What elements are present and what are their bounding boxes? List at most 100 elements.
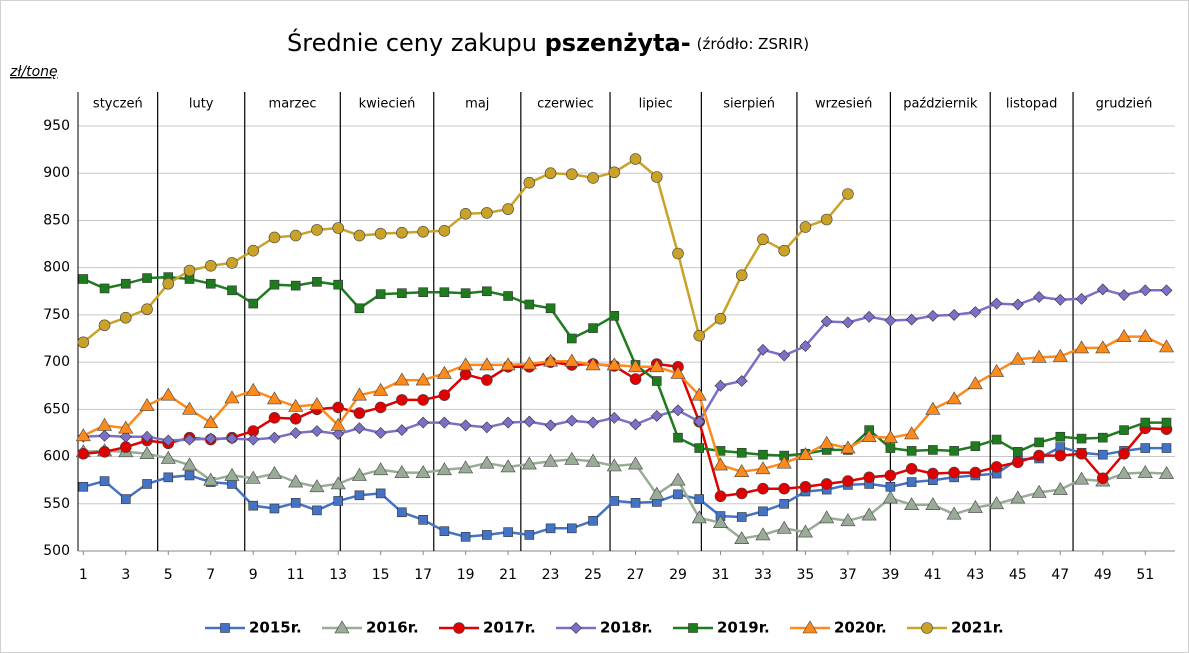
marker — [290, 498, 301, 508]
marker — [481, 207, 493, 219]
marker — [436, 462, 452, 476]
marker — [1161, 443, 1172, 453]
legend-label: 2018r. — [600, 619, 653, 637]
marker — [1158, 465, 1175, 479]
marker — [373, 382, 389, 396]
marker — [97, 417, 113, 431]
marker — [227, 285, 237, 296]
marker — [289, 427, 302, 439]
marker — [926, 309, 939, 322]
month-label: luty — [189, 97, 214, 112]
marker — [332, 222, 344, 234]
marker — [245, 470, 261, 484]
marker — [482, 286, 492, 297]
marker — [628, 456, 644, 470]
marker — [1076, 433, 1087, 444]
marker — [588, 323, 598, 333]
marker — [608, 411, 621, 424]
marker — [714, 379, 727, 392]
marker — [1116, 465, 1132, 479]
marker — [946, 391, 962, 405]
marker — [588, 515, 598, 526]
marker — [99, 283, 110, 294]
marker — [989, 496, 1005, 510]
marker — [205, 278, 216, 289]
marker — [500, 459, 516, 473]
x-tick-label: 39 — [881, 567, 899, 583]
marker — [905, 463, 918, 475]
x-tick-label: 1 — [79, 567, 88, 583]
marker — [776, 520, 792, 534]
marker — [119, 311, 132, 324]
y-tick-label: 550 — [43, 496, 70, 512]
x-tick-label: 17 — [414, 567, 432, 583]
marker — [312, 277, 322, 287]
marker — [712, 457, 729, 471]
marker — [1074, 471, 1090, 485]
marker — [884, 469, 897, 482]
y-tick-label: 800 — [43, 260, 70, 276]
marker — [481, 374, 493, 386]
marker — [500, 357, 516, 371]
x-tick-label: 37 — [839, 567, 857, 583]
marker — [587, 172, 599, 184]
marker — [203, 472, 219, 486]
marker — [502, 416, 515, 429]
marker — [606, 458, 622, 472]
marker — [139, 397, 155, 411]
marker — [991, 434, 1002, 445]
marker — [183, 433, 196, 446]
marker — [119, 441, 132, 453]
marker — [415, 465, 431, 478]
marker — [904, 426, 920, 440]
marker — [735, 269, 748, 282]
marker — [245, 382, 261, 396]
marker — [691, 387, 707, 401]
month-label: maj — [465, 97, 489, 112]
marker — [204, 432, 217, 445]
marker — [989, 363, 1005, 377]
marker — [460, 532, 471, 542]
marker — [758, 449, 768, 460]
y-tick-label: 500 — [43, 543, 70, 559]
marker — [521, 456, 537, 470]
marker — [778, 244, 791, 257]
x-tick-label: 25 — [584, 567, 602, 583]
marker — [247, 244, 260, 257]
marker — [799, 221, 812, 233]
marker — [248, 298, 259, 309]
marker — [544, 419, 557, 432]
y-tick-label: 900 — [43, 165, 70, 181]
x-tick-label: 41 — [924, 567, 942, 583]
marker — [523, 415, 536, 428]
marker — [120, 278, 131, 289]
marker — [649, 359, 665, 373]
marker — [351, 467, 367, 481]
marker — [268, 231, 281, 244]
marker — [524, 530, 535, 540]
marker — [523, 176, 536, 189]
marker — [842, 475, 854, 487]
x-tick-label: 5 — [164, 567, 173, 583]
marker — [906, 446, 917, 456]
marker — [714, 312, 727, 325]
marker — [755, 527, 771, 541]
marker — [226, 432, 238, 445]
x-tick-label: 15 — [372, 567, 390, 583]
month-label: październik — [903, 97, 978, 112]
marker — [418, 287, 428, 298]
marker — [309, 397, 325, 410]
marker — [354, 490, 365, 501]
marker — [820, 315, 833, 328]
marker — [162, 434, 175, 447]
marker — [757, 343, 769, 356]
series-line — [83, 288, 1167, 442]
marker — [585, 357, 601, 371]
marker — [757, 482, 769, 495]
marker — [928, 445, 938, 455]
marker — [502, 203, 514, 215]
marker — [906, 477, 917, 487]
y-tick-label: 850 — [43, 212, 70, 228]
marker — [480, 421, 493, 434]
